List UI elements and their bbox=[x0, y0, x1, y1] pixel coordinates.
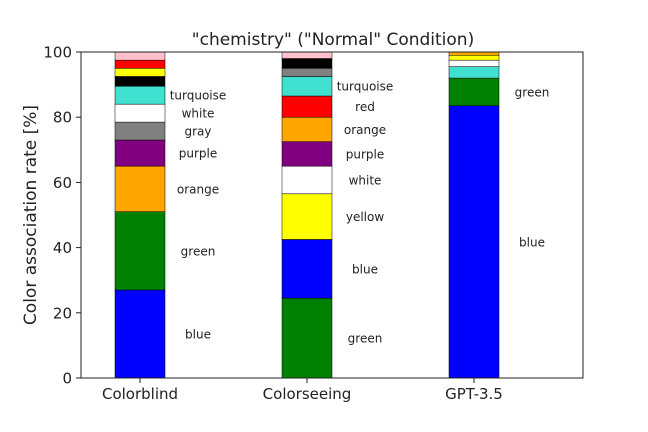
bar-segment-gpt-3-5-turquoise bbox=[448, 66, 500, 79]
bar-segment-colorseeing-pink bbox=[281, 51, 333, 59]
segment-label: gray bbox=[184, 125, 211, 139]
bar-segment-colorseeing-blue bbox=[281, 239, 333, 299]
segment-label: purple bbox=[346, 147, 385, 161]
bar-segment-colorseeing-yellow bbox=[281, 193, 333, 240]
bar-segment-colorblind-turquoise bbox=[114, 85, 166, 105]
x-tick-label: Colorseeing bbox=[263, 385, 352, 403]
bar-segment-colorseeing-purple bbox=[281, 141, 333, 167]
y-tick-label: 20 bbox=[53, 304, 72, 322]
segment-label: blue bbox=[519, 235, 545, 249]
segment-label: yellow bbox=[346, 210, 384, 224]
segment-label: red bbox=[355, 100, 375, 114]
x-tick-label: Colorblind bbox=[102, 385, 178, 403]
segment-label: white bbox=[349, 173, 382, 187]
segment-label: purple bbox=[179, 147, 218, 161]
y-tick-label: 80 bbox=[53, 109, 72, 127]
bar-segment-colorseeing-orange bbox=[281, 116, 333, 142]
bar-segment-colorseeing-gray bbox=[281, 68, 333, 77]
bar-segment-colorseeing-black bbox=[281, 58, 333, 69]
segment-label: green bbox=[181, 244, 216, 258]
segment-label: blue bbox=[352, 262, 378, 276]
y-tick-label: 40 bbox=[53, 239, 72, 257]
bar-segment-colorseeing-green bbox=[281, 297, 333, 379]
y-tick-label: 100 bbox=[43, 44, 72, 62]
bar-segment-colorblind-red bbox=[114, 59, 166, 69]
bar-segment-colorblind-white bbox=[114, 103, 166, 123]
chart-axes: 0 20 40 60 80 100 Colorblind Colorseeing GPT-3.5 bbox=[43, 44, 584, 403]
segment-label: orange bbox=[177, 182, 219, 196]
y-tick-label: 0 bbox=[62, 370, 72, 388]
segment-label: green bbox=[348, 332, 383, 346]
bar-segment-gpt-3-5-white bbox=[448, 59, 500, 67]
bar-segment-colorblind-gray bbox=[114, 121, 166, 141]
bar-segment-gpt-3-5-yellow bbox=[448, 55, 500, 61]
bar-segment-gpt-3-5-green bbox=[448, 77, 500, 107]
chart-title: "chemistry" ("Normal" Condition) bbox=[192, 30, 474, 50]
bar-segment-colorblind-green bbox=[114, 211, 166, 291]
segment-label: orange bbox=[344, 123, 386, 137]
bar-segment-colorblind-pink bbox=[114, 51, 166, 61]
bar-segment-colorseeing-red bbox=[281, 95, 333, 118]
bar-segment-colorblind-black bbox=[114, 76, 166, 87]
bar-segment-colorseeing-turquoise bbox=[281, 76, 333, 97]
bar-segment-colorblind-blue bbox=[114, 289, 166, 379]
bar-segment-colorblind-yellow bbox=[114, 68, 166, 77]
segment-label: green bbox=[515, 85, 550, 99]
bar-segment-colorblind-purple bbox=[114, 139, 166, 167]
segment-label: turquoise bbox=[337, 80, 394, 94]
bar-segment-colorblind-orange bbox=[114, 165, 166, 212]
segment-label: white bbox=[182, 107, 215, 121]
segment-label: blue bbox=[185, 327, 211, 341]
bar-segment-gpt-3-5-blue bbox=[448, 105, 500, 379]
y-axis-label: Color association rate [%] bbox=[21, 105, 41, 325]
plot-frame bbox=[80, 51, 584, 379]
segment-label: turquoise bbox=[170, 89, 227, 103]
bar-segment-colorseeing-white bbox=[281, 165, 333, 195]
chart-marks: blue green orange purple gray white turquoise g… bbox=[114, 51, 550, 379]
x-tick-label: GPT-3.5 bbox=[445, 385, 503, 403]
y-tick-label: 60 bbox=[53, 174, 72, 192]
